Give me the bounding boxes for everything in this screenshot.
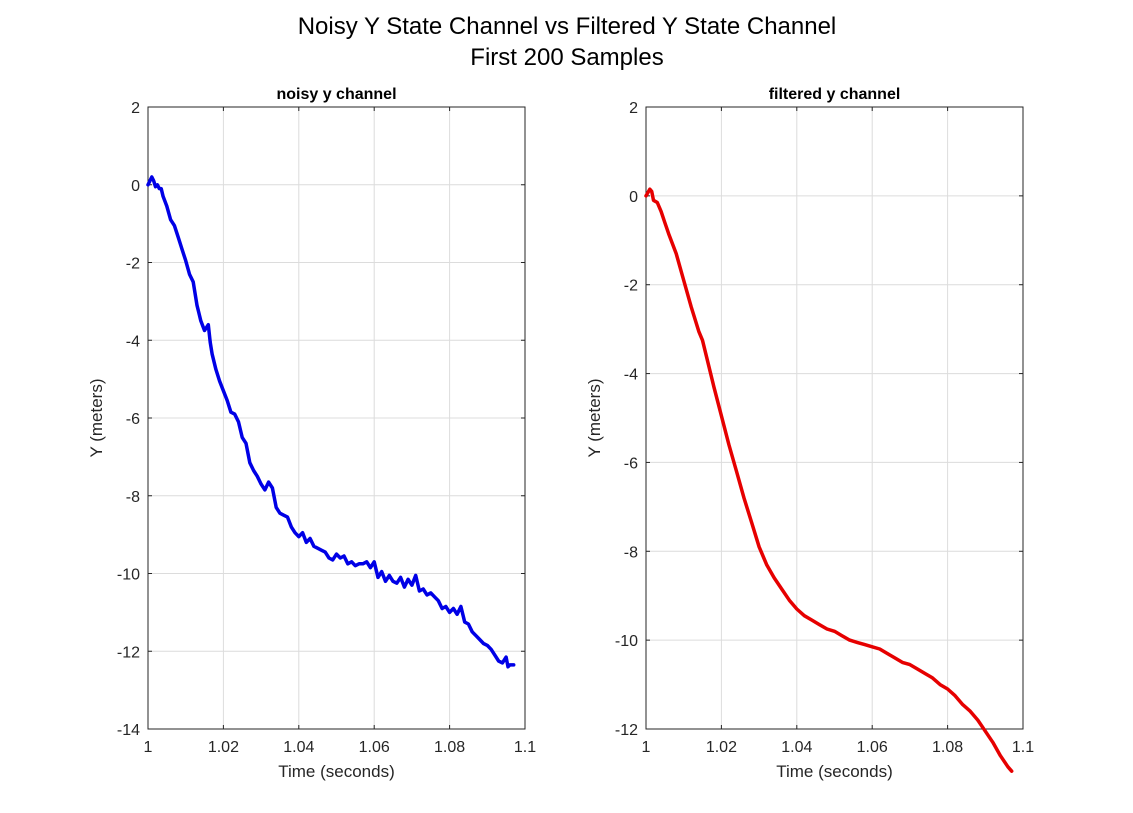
noisy-y-subplot: 1 1.02 1.04 1.06 1.08 1.1 2 0 -2 -4 -6 -8 -10 -12 -14 n… bbox=[87, 86, 536, 781]
x-axis-label: Time (seconds) bbox=[278, 762, 395, 781]
y-axis-label: Y (meters) bbox=[87, 378, 106, 457]
y-tick-label: -4 bbox=[624, 367, 638, 384]
y-tick-label: -6 bbox=[126, 411, 140, 428]
x-tick-label: 1.06 bbox=[359, 739, 390, 756]
filtered-y-subplot: 1 1.02 1.04 1.06 1.08 1.1 2 0 -2 -4 -6 -8 -10 -12 filt… bbox=[585, 86, 1034, 781]
axes-frame bbox=[645, 106, 1024, 730]
x-axis-label: Time (seconds) bbox=[776, 762, 893, 781]
x-tick-label: 1 bbox=[144, 739, 153, 756]
x-tick-label: 1.02 bbox=[208, 739, 239, 756]
y-tick-label: 2 bbox=[131, 100, 140, 117]
x-tick-label: 1.04 bbox=[781, 739, 812, 756]
subplot-title: filtered y channel bbox=[769, 86, 901, 103]
subplot-title: noisy y channel bbox=[276, 86, 396, 103]
y-tick-label: -10 bbox=[615, 633, 638, 650]
y-tick-label: -12 bbox=[615, 722, 638, 739]
y-tick-label: -14 bbox=[117, 722, 140, 739]
axes-frame bbox=[147, 106, 526, 730]
y-axis-label: Y (meters) bbox=[585, 378, 604, 457]
y-tick-label: -8 bbox=[126, 489, 140, 506]
x-tick-label: 1.1 bbox=[1012, 739, 1034, 756]
series-line bbox=[644, 187, 1014, 773]
y-tick-label: -6 bbox=[624, 455, 638, 472]
y-tick-label: -12 bbox=[117, 644, 140, 661]
series-line bbox=[146, 175, 516, 669]
x-tick-label: 1 bbox=[642, 739, 651, 756]
y-tick-label: 2 bbox=[629, 100, 638, 117]
x-tick-label: 1.08 bbox=[434, 739, 465, 756]
y-tick-label: -2 bbox=[126, 256, 140, 273]
x-tick-label: 1.04 bbox=[283, 739, 314, 756]
x-tick-label: 1.1 bbox=[514, 739, 536, 756]
y-tick-label: -10 bbox=[117, 567, 140, 584]
y-tick-label: 0 bbox=[629, 189, 638, 206]
x-tick-label: 1.06 bbox=[857, 739, 888, 756]
y-tick-label: -2 bbox=[624, 278, 638, 295]
x-tick-label: 1.08 bbox=[932, 739, 963, 756]
y-tick-label: 0 bbox=[131, 178, 140, 195]
figure-title-line1: Noisy Y State Channel vs Filtered Y Stat… bbox=[298, 13, 837, 40]
y-tick-label: -4 bbox=[126, 333, 140, 350]
y-tick-label: -8 bbox=[624, 544, 638, 561]
x-tick-label: 1.02 bbox=[706, 739, 737, 756]
figure-title-line2: First 200 Samples bbox=[470, 44, 663, 71]
